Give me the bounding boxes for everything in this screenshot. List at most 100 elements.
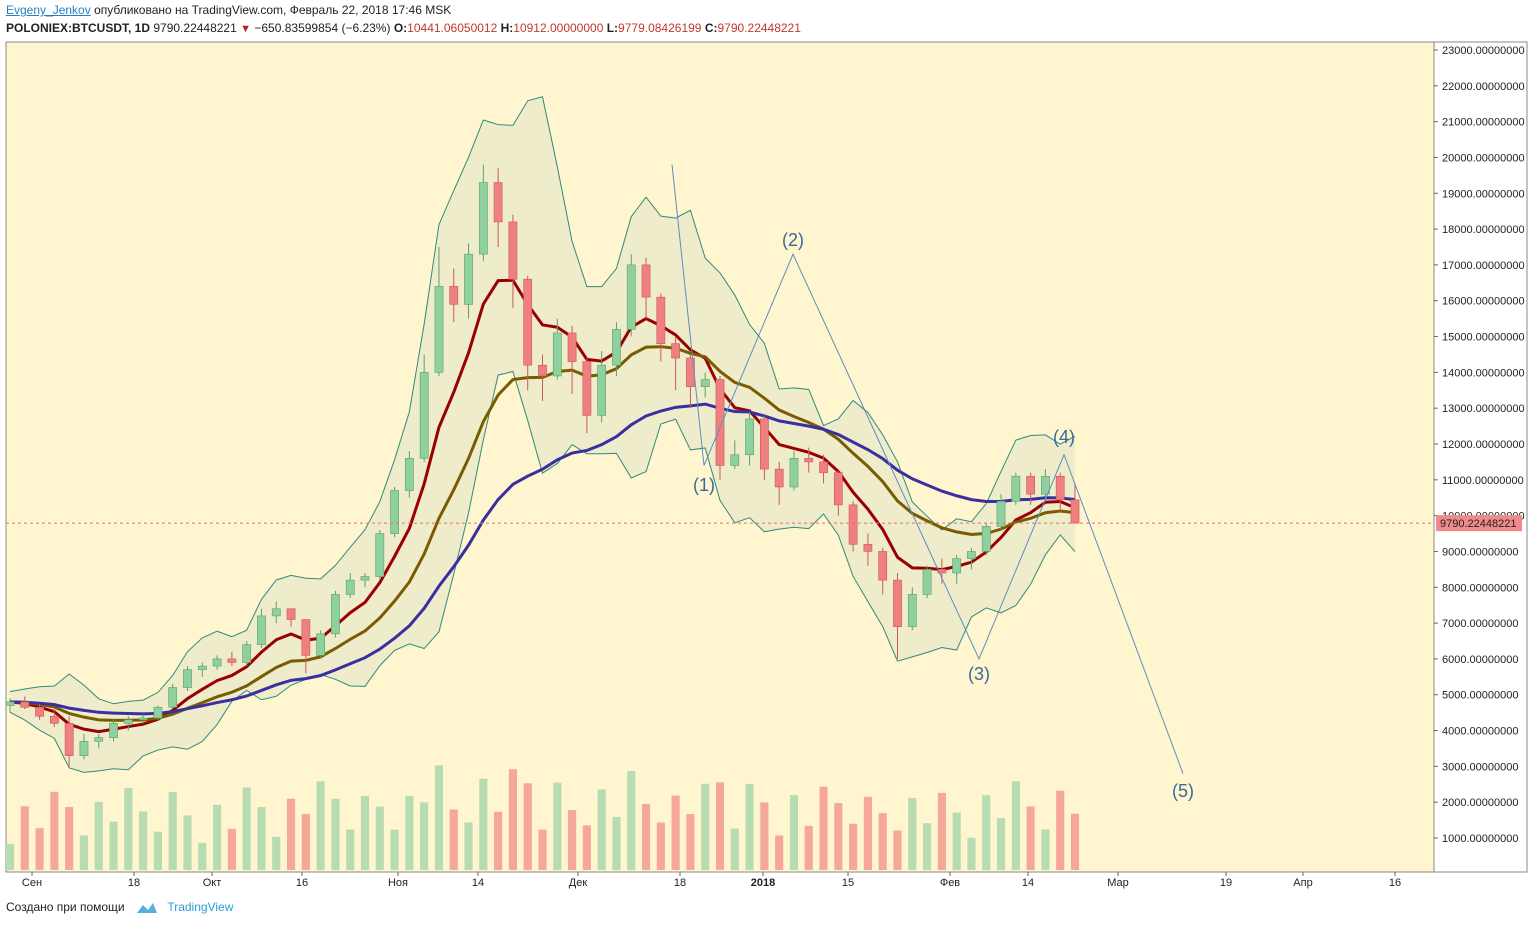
candle-body [286, 608, 296, 620]
volume-bar [508, 769, 517, 870]
candle-body [745, 418, 754, 456]
bollinger-lower-line [9, 370, 1076, 773]
x-tick-label: Дек [569, 877, 588, 889]
volume-bar [804, 825, 813, 870]
volume-bar [94, 801, 103, 870]
volume-bar [257, 807, 266, 870]
candle-body [863, 543, 873, 552]
y-tick-label: 20000.00000000 [1442, 152, 1525, 164]
x-tick-label: 2018 [751, 877, 775, 889]
candle-body [981, 526, 991, 552]
x-tick-label: Окт [203, 877, 222, 889]
volume-bar [434, 765, 444, 870]
volume-bar [360, 795, 370, 870]
candle-body [50, 715, 59, 724]
candle-body [700, 379, 710, 387]
volume-bar [390, 829, 399, 870]
volume-bar [760, 802, 769, 870]
symbol-label: POLONIEX:BTCUSDT, 1D [6, 21, 151, 35]
tradingview-link[interactable]: TradingView [167, 900, 234, 914]
candle-body [345, 579, 355, 595]
candle-body [316, 633, 325, 656]
price-chart[interactable]: 23000.00000000 22000.00000000 21000.000000… [0, 40, 1536, 892]
candle-body [419, 372, 429, 459]
volume-bar [878, 813, 887, 870]
wave-label: (3) [968, 664, 990, 684]
y-tick-label: 16000.00000000 [1442, 296, 1525, 308]
volume-bar [582, 825, 591, 870]
x-tick-label: 14 [472, 877, 484, 889]
candle-body [952, 558, 962, 574]
x-tick-label: Ноя [388, 877, 408, 889]
volume-bar [553, 782, 562, 870]
ema-long-line [9, 402, 1076, 716]
volume-bar [375, 806, 384, 870]
candle-body [582, 361, 592, 416]
volume-bar [849, 823, 858, 870]
last-price-label: 9790.22448221 [1440, 518, 1516, 530]
x-tick-label: 16 [296, 877, 308, 889]
volume-bar [301, 813, 310, 870]
volume-bar [715, 782, 725, 870]
y-tick-label: 9000.00000000 [1442, 546, 1518, 558]
y-tick-label: 2000.00000000 [1442, 797, 1518, 809]
price-change: −650.83599854 (−6.23%) [254, 21, 391, 35]
volume-bar [538, 829, 547, 870]
x-tick-label: Фев [940, 877, 960, 889]
volume-bar [316, 781, 325, 870]
candle-body [449, 286, 459, 305]
volume-bar [405, 796, 414, 870]
bollinger-upper-line [9, 96, 1076, 705]
publication-line: Evgeny_Jenkov опубликовано на TradingVie… [6, 3, 451, 17]
candle-body [538, 364, 547, 377]
candle-body [597, 364, 607, 416]
y-tick-label: 7000.00000000 [1442, 618, 1518, 630]
y-tick-label: 12000.00000000 [1442, 439, 1525, 451]
candle-body [197, 665, 207, 670]
volume-bar [775, 835, 784, 870]
candle-body [35, 706, 44, 717]
volume-bar [286, 798, 296, 870]
y-tick-label: 11000.00000000 [1442, 475, 1524, 487]
volume-bar [331, 798, 340, 870]
y-tick-label: 4000.00000000 [1442, 726, 1518, 738]
wave-label: (2) [782, 230, 804, 250]
volume-bar [863, 796, 872, 870]
volume-bar [952, 812, 961, 870]
y-tick-label: 22000.00000000 [1442, 81, 1525, 93]
candle-body [109, 723, 118, 739]
candle-body [153, 706, 163, 719]
footer: Создано при помощи TradingView [6, 900, 233, 915]
volume-bar [982, 795, 991, 870]
volume-bar [198, 842, 207, 870]
volume-bar [568, 810, 577, 870]
candle-body [715, 379, 725, 466]
high-value: 10912.00000000 [513, 21, 604, 35]
candle-body [212, 658, 222, 667]
candle-body [907, 594, 917, 627]
y-tick-label: 5000.00000000 [1442, 690, 1518, 702]
price-axis[interactable] [1433, 41, 1528, 873]
symbol-line: POLONIEX:BTCUSDT, 1D 9790.22448221 ▼ −65… [6, 21, 801, 35]
volume-bar [937, 792, 946, 870]
x-tick-label: 15 [842, 877, 854, 889]
candle-body [760, 418, 769, 470]
elliott-wave-line [671, 164, 1184, 774]
volume-bar [227, 828, 236, 870]
candle-body [1070, 499, 1080, 524]
candle-body [523, 278, 533, 366]
volume-bar [153, 831, 162, 870]
volume-bar [656, 822, 665, 870]
volume-bar [124, 787, 133, 870]
open-value: 10441.06050012 [407, 21, 498, 35]
candle-body [464, 253, 473, 305]
volume-bar [893, 830, 902, 870]
volume-bar [923, 823, 932, 870]
volume-bar [183, 815, 192, 870]
high-label: H: [500, 21, 514, 35]
candle-body [508, 221, 518, 280]
volume-bar [908, 798, 917, 870]
volume-bar [745, 783, 754, 870]
volume-bar [168, 791, 177, 870]
author-link[interactable]: Evgeny_Jenkov [6, 3, 91, 17]
